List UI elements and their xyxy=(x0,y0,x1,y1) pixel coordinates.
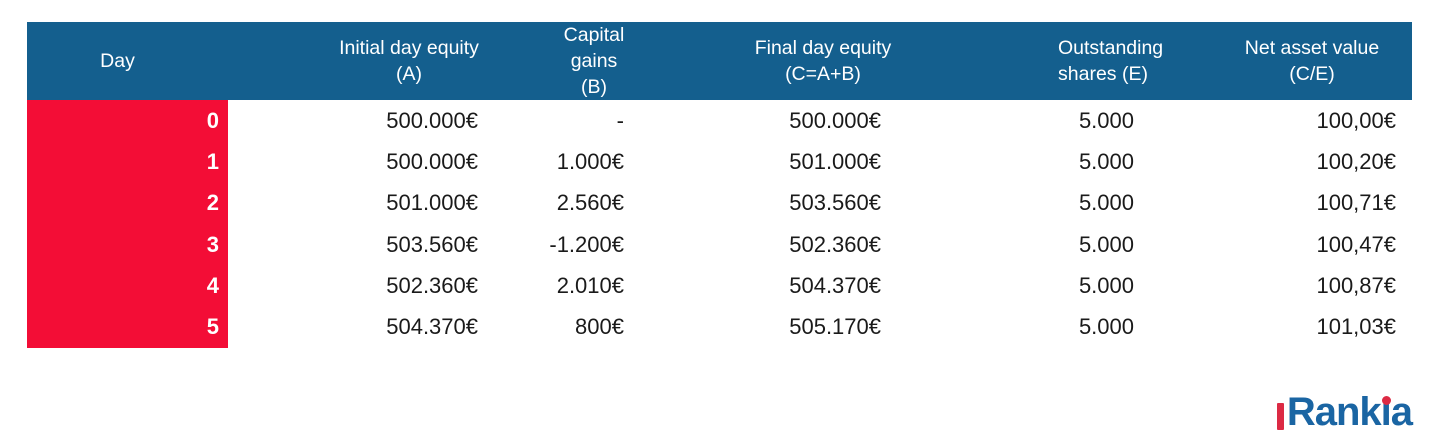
shares-cell: 5.000 xyxy=(1078,190,1134,216)
col-header-label: Initial day equity xyxy=(339,37,479,59)
capital-gains-cell: - xyxy=(616,107,624,133)
capital-gains-cell: 1.000€ xyxy=(556,148,624,174)
col-header-sublabel: (A) xyxy=(396,63,422,85)
table-row: 2 501.000€ 2.560€ 503.560€ 5.000 100,71€ xyxy=(27,182,1412,224)
capital-gains-cell: -1.200€ xyxy=(549,231,624,257)
shares-cell: 5.000 xyxy=(1078,107,1134,133)
initial-equity-cell: 500.000€ xyxy=(386,107,478,133)
table-row: 0 500.000€ - 500.000€ 5.000 100,00€ xyxy=(27,100,1412,142)
nav-value-cell: 100,71€ xyxy=(1316,190,1396,216)
final-equity-cell: 500.000€ xyxy=(789,107,881,133)
nav-value-cell: 100,20€ xyxy=(1316,148,1396,174)
initial-equity-cell: 504.370€ xyxy=(386,314,478,340)
col-header-label: Net asset value xyxy=(1244,37,1380,59)
col-header-sublabel: shares (E) xyxy=(1058,63,1148,85)
final-equity-cell: 502.360€ xyxy=(789,231,881,257)
nav-value-cell: 100,47€ xyxy=(1316,231,1396,257)
shares-cell: 5.000 xyxy=(1078,272,1134,298)
initial-equity-cell: 502.360€ xyxy=(386,272,478,298)
col-header-final-equity: Final day equity (C=A+B) xyxy=(638,22,895,100)
day-cell: 5 xyxy=(27,306,228,348)
day-cell: 1 xyxy=(27,141,228,183)
col-header-label: Final day equity xyxy=(754,37,892,59)
col-header-label: Capital gains xyxy=(563,24,625,72)
shares-cell: 5.000 xyxy=(1078,314,1134,340)
header-row: Day Initial day equity (A) Capital gains… xyxy=(27,22,1412,100)
final-equity-cell: 505.170€ xyxy=(789,314,881,340)
nav-value-cell: 100,87€ xyxy=(1316,272,1396,298)
nav-value-cell: 101,03€ xyxy=(1316,314,1396,340)
col-header-outstanding-shares: Outstanding shares (E) xyxy=(895,22,1164,100)
shares-cell: 5.000 xyxy=(1078,231,1134,257)
nav-value-cell: 100,00€ xyxy=(1316,107,1396,133)
col-header-sublabel: (C=A+B) xyxy=(785,63,861,85)
col-header-net-asset-value: Net asset value (C/E) xyxy=(1148,22,1412,100)
day-cell: 4 xyxy=(27,265,228,307)
logo-text-part2: a xyxy=(1390,390,1413,434)
table-row: 5 504.370€ 800€ 505.170€ 5.000 101,03€ xyxy=(27,306,1412,348)
logo-i-dot-icon xyxy=(1381,396,1391,405)
logo-letter-i: ı xyxy=(1380,390,1392,434)
rankia-logo: Rank ıa xyxy=(1276,390,1413,434)
capital-gains-cell: 800€ xyxy=(575,314,624,340)
col-header-capital-gains: Capital gains (B) xyxy=(500,22,638,100)
nav-calculation-table: Day Initial day equity (A) Capital gains… xyxy=(27,22,1412,348)
final-equity-cell: 504.370€ xyxy=(789,272,881,298)
day-cell: 3 xyxy=(27,223,228,266)
initial-equity-cell: 501.000€ xyxy=(386,190,478,216)
day-cell: 2 xyxy=(27,182,228,224)
col-header-sublabel: (C/E) xyxy=(1289,63,1335,85)
capital-gains-cell: 2.560€ xyxy=(556,190,624,216)
logo-text-part1: Rank xyxy=(1286,390,1382,434)
logo-text: Rank ıa xyxy=(1286,390,1413,434)
day-cell: 0 xyxy=(27,100,228,142)
col-header-initial-equity: Initial day equity (A) xyxy=(228,22,500,100)
final-equity-cell: 501.000€ xyxy=(789,148,881,174)
initial-equity-cell: 503.560€ xyxy=(386,231,478,257)
logo-text-i: ı xyxy=(1380,390,1392,434)
table-row: 3 503.560€ -1.200€ 502.360€ 5.000 100,47… xyxy=(27,223,1412,266)
col-header-sublabel: (B) xyxy=(581,76,607,98)
col-header-label: Outstanding xyxy=(1058,37,1164,59)
shares-cell: 5.000 xyxy=(1078,148,1134,174)
col-header-label: Day xyxy=(100,50,135,72)
final-equity-cell: 503.560€ xyxy=(789,190,881,216)
table-row: 4 502.360€ 2.010€ 504.370€ 5.000 100,87€ xyxy=(27,265,1412,307)
capital-gains-cell: 2.010€ xyxy=(556,272,624,298)
col-header-day: Day xyxy=(27,22,228,100)
table-row: 1 500.000€ 1.000€ 501.000€ 5.000 100,20€ xyxy=(27,141,1412,183)
logo-red-bar-icon xyxy=(1276,403,1284,430)
initial-equity-cell: 500.000€ xyxy=(386,148,478,174)
